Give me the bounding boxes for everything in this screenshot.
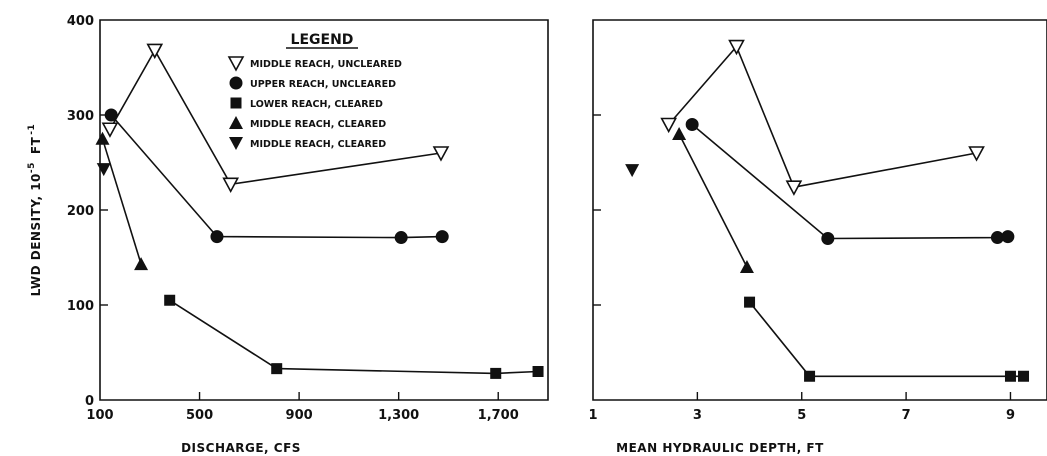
legend-marker [227,56,245,72]
y-tick-label: 300 [67,109,94,124]
series-line [678,133,748,268]
x-tick-label: 5 [797,408,806,423]
legend-title: LEGEND [291,32,354,48]
legend-entry: MIDDLE REACH, CLEARED [229,116,386,130]
legend-marker [229,76,243,90]
data-point [744,296,756,308]
plot-frame [99,19,549,401]
series-circle-filled [104,108,449,245]
x-tick-label: 1 [588,408,597,423]
series-line [101,138,142,265]
x-tick-label: 1,700 [478,408,519,423]
y-tick-label: 0 [85,394,94,409]
legend-label: MIDDLE REACH, UNCLEARED [250,59,402,70]
x-tick-label: 900 [286,408,313,423]
series-triangle-up-filled [95,131,149,271]
panel-hydraulic-depth: 1 3 5 7 9 MEAN HYDRAULIC DEPTH, FT [588,19,1047,455]
legend-label: MIDDLE REACH, CLEARED [250,119,386,130]
x-tick-label: 9 [1006,408,1015,423]
data-point [739,260,754,273]
data-point [968,146,985,162]
data-point [532,366,544,377]
data-point [95,131,110,145]
data-point [1001,230,1015,244]
x-axis-label: DISCHARGE, CFS [181,441,301,455]
x-tick-label: 500 [186,408,213,423]
data-point [394,231,408,245]
y-tick-label: 400 [67,14,94,29]
data-point [490,367,502,379]
data-point [1004,370,1016,382]
legend-entry: UPPER REACH, UNCLEARED [229,76,396,90]
data-point [625,164,640,178]
series-line [109,48,442,186]
data-point [660,117,678,134]
series-line [748,301,1024,378]
x-tick-label: 1,300 [378,408,419,423]
data-point [435,230,449,244]
data-point [164,294,176,306]
data-point [146,43,164,60]
data-point [101,122,119,138]
data-point [1018,370,1030,382]
data-point [134,257,149,271]
data-point [271,363,283,375]
legend-marker [229,116,243,129]
data-point [672,127,687,140]
data-point [728,39,745,56]
data-point [432,146,450,162]
series-triangle-down-filled [96,163,111,177]
data-point [210,230,224,244]
y-tick-label: 100 [67,299,94,314]
legend-entry: LOWER REACH, CLEARED [230,97,383,110]
legend-label: MIDDLE REACH, CLEARED [250,139,386,150]
data-point [821,232,835,245]
series-line [169,299,539,375]
series-triangle-down-open [101,43,450,194]
y-tick-label: 200 [67,204,94,219]
data-point [804,370,816,382]
legend-marker [229,137,243,150]
legend: LEGEND MIDDLE REACH, UNCLEARED UPPER REACH… [227,32,402,150]
x-tick-label: 7 [902,408,911,423]
legend-label: LOWER REACH, CLEARED [250,99,383,110]
series-circle-filled [685,118,1015,245]
data-point [785,180,803,196]
series-line [110,114,443,239]
series-line [668,45,977,189]
x-axis-label: MEAN HYDRAULIC DEPTH, FT [616,441,824,455]
series-triangle-up-filled [672,127,754,273]
series-line [691,123,1008,240]
data-point [222,177,240,194]
x-tick-label: 100 [86,408,113,423]
legend-marker [230,97,242,109]
x-tick-label: 3 [693,408,702,423]
series-square-filled [744,296,1030,382]
data-point [104,108,118,122]
legend-entry: MIDDLE REACH, CLEARED [229,137,386,150]
data-point [685,118,699,131]
legend-label: UPPER REACH, UNCLEARED [250,79,396,90]
legend-entry: MIDDLE REACH, UNCLEARED [227,56,402,72]
series-triangle-down-open [660,39,985,196]
data-point [96,163,111,177]
series-square-filled [164,294,544,379]
series-triangle-down-filled [625,164,640,178]
plot-frame [592,19,1047,401]
y-axis-label: LWD DENSITY, 10-5FT-1 [27,124,43,297]
